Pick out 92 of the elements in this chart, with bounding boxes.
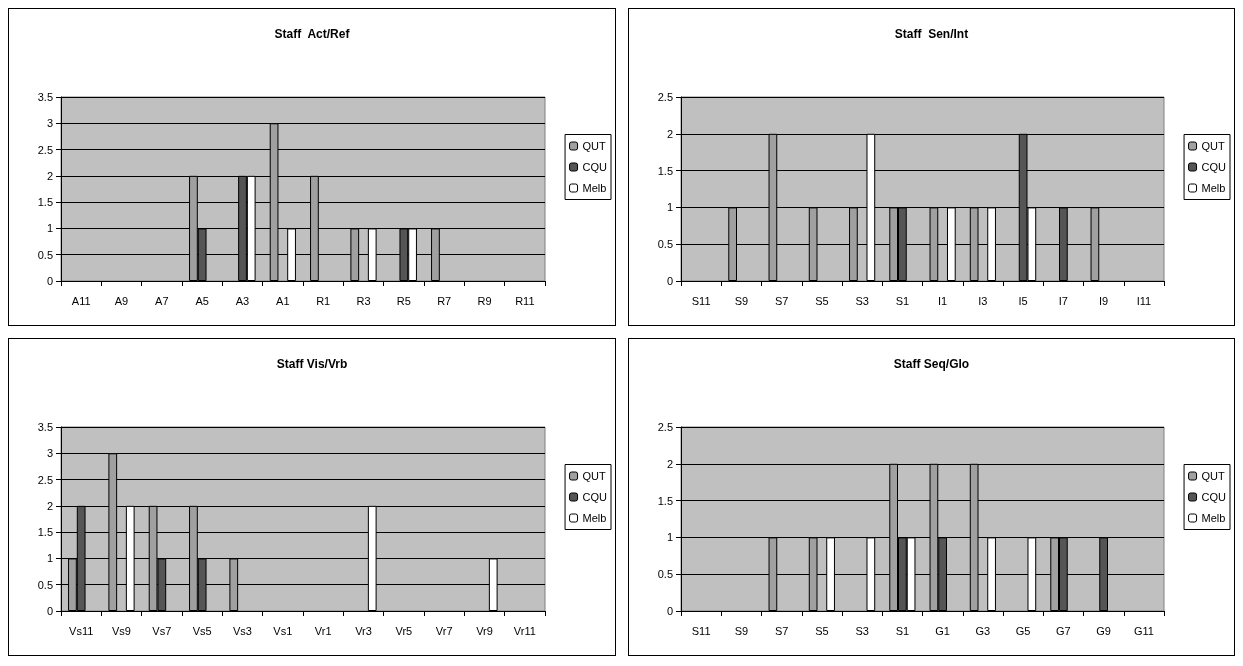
x-tick-label: S1 [895, 624, 910, 637]
x-tick-label: I3 [978, 294, 988, 307]
x-tick-label: Vs9 [112, 624, 131, 637]
x-tick-label: S5 [815, 294, 829, 307]
x-tick-label: S7 [774, 294, 789, 307]
y-tick-label: 2 [666, 127, 673, 140]
y-tick-label: 0 [46, 275, 53, 287]
x-tick-label: R7 [437, 294, 452, 307]
x-tick-label: I11 [1136, 294, 1152, 307]
x-tick-label: S7 [774, 624, 789, 637]
y-tick-label: 2.5 [37, 143, 53, 156]
x-tick-label: S11 [691, 294, 711, 307]
x-tick-label: R1 [316, 294, 331, 307]
y-tick-label: 3 [46, 447, 53, 460]
y-tick-label: 0 [46, 605, 53, 617]
x-tick-label: G11 [1133, 624, 1154, 637]
legend-label: QUT [582, 140, 607, 152]
x-tick-label: I1 [938, 294, 948, 307]
x-tick-label: A9 [114, 294, 129, 307]
y-tick-label: 0.5 [657, 238, 673, 251]
legend-label: Melb [1201, 182, 1226, 194]
x-tick-label: S1 [895, 294, 910, 307]
x-tick-label: S9 [734, 624, 749, 637]
legend-label: QUT [582, 470, 607, 482]
y-tick-label: 1 [666, 531, 673, 544]
y-tick-label: 1.5 [37, 526, 53, 539]
legend-label: CQU [1201, 491, 1227, 503]
y-tick-label: 1 [46, 222, 53, 235]
x-tick-label: Vr1 [314, 624, 332, 637]
y-tick-label: 3.5 [37, 421, 53, 433]
legend-label: QUT [1201, 470, 1226, 482]
chart-title: Staff Sen/Int [894, 27, 969, 41]
x-tick-label: Vr5 [395, 624, 413, 637]
x-tick-label: Vs5 [192, 624, 212, 637]
legend-label: CQU [1201, 161, 1227, 173]
y-tick-label: 0.5 [657, 568, 673, 581]
y-tick-label: 1 [666, 201, 673, 214]
x-tick-label: Vs7 [152, 624, 172, 637]
y-tick-label: 2 [666, 457, 673, 470]
x-tick-label: A1 [276, 294, 290, 307]
y-tick-label: 1.5 [657, 494, 673, 507]
x-tick-label: Vr11 [513, 624, 536, 637]
chart-title: Staff Act/Ref [274, 27, 351, 41]
x-tick-label: R3 [356, 294, 371, 307]
y-tick-label: 0 [666, 605, 673, 617]
chart-title: Staff Seq/Glo [893, 357, 970, 371]
y-tick-label: 1.5 [37, 196, 53, 209]
x-tick-label: S11 [691, 624, 711, 637]
x-tick-label: A5 [195, 294, 209, 307]
x-tick-label: I5 [1018, 294, 1028, 307]
x-tick-label: I9 [1099, 294, 1109, 307]
y-tick-label: 2 [46, 169, 53, 182]
y-tick-label: 2.5 [657, 91, 673, 103]
y-tick-label: 3 [46, 117, 53, 130]
x-tick-label: G9 [1096, 624, 1111, 637]
x-tick-label: A11 [71, 294, 91, 307]
x-tick-label: G3 [975, 624, 991, 637]
x-tick-label: I7 [1058, 294, 1068, 307]
legend-label: CQU [582, 491, 608, 503]
y-tick-label: 2.5 [657, 421, 673, 433]
x-tick-label: Vs1 [273, 624, 293, 637]
legend-label: Melb [1201, 512, 1226, 524]
y-tick-label: 0.5 [37, 578, 53, 591]
x-tick-label: R5 [396, 294, 411, 307]
y-tick-label: 3.5 [37, 91, 53, 103]
x-tick-label: Vr7 [435, 624, 453, 637]
x-tick-label: A7 [155, 294, 169, 307]
y-tick-label: 1 [46, 552, 53, 565]
y-tick-label: 0 [666, 275, 673, 287]
y-tick-label: 1.5 [657, 164, 673, 177]
y-tick-label: 0.5 [37, 248, 53, 261]
legend-label: CQU [582, 161, 608, 173]
chart-title: Staff Vis/Vrb [276, 357, 348, 371]
x-tick-label: Vr9 [476, 624, 493, 637]
x-tick-label: G7 [1056, 624, 1071, 637]
x-tick-label: R9 [477, 294, 492, 307]
x-tick-label: Vs11 [69, 624, 94, 637]
legend-label: QUT [1201, 140, 1226, 152]
y-tick-label: 2 [46, 499, 53, 512]
x-tick-label: S3 [855, 294, 869, 307]
x-tick-label: S3 [855, 624, 869, 637]
x-tick-label: A3 [235, 294, 250, 307]
x-tick-label: G5 [1015, 624, 1031, 637]
legend-label: Melb [582, 512, 607, 524]
x-tick-label: S5 [815, 624, 829, 637]
legend-label: Melb [582, 182, 607, 194]
x-tick-label: R11 [515, 294, 535, 307]
x-tick-label: S9 [734, 294, 749, 307]
x-tick-label: Vr3 [355, 624, 372, 637]
x-tick-label: G1 [935, 624, 950, 637]
x-tick-label: Vs3 [233, 624, 252, 637]
y-tick-label: 2.5 [37, 473, 53, 486]
